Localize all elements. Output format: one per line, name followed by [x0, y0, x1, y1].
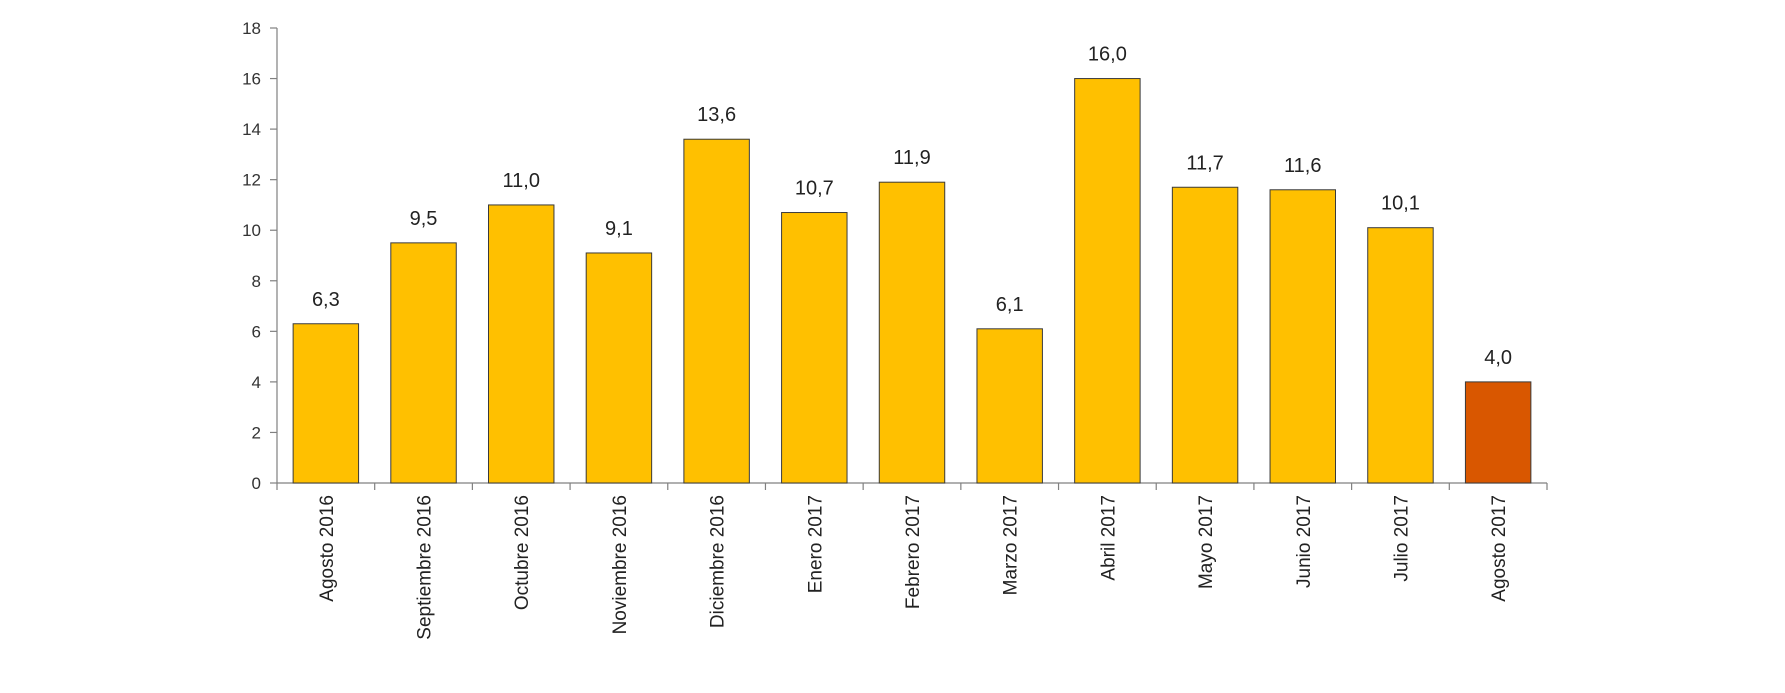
- data-label: 11,6: [1284, 155, 1321, 177]
- x-tick-label: Abril 2017: [1098, 495, 1119, 581]
- bar: [1074, 78, 1141, 484]
- x-tick-label: Julio 2017: [1391, 495, 1412, 582]
- value-labels: 6,3 9,5 11,0 9,1 13,6 10,7 11,9 6,1 16,0 11,7 11,6…: [312, 44, 1512, 369]
- y-tick-label: 18: [242, 19, 261, 38]
- bar: [976, 328, 1043, 484]
- y-tick-label: 8: [252, 272, 261, 291]
- bar: [1464, 381, 1532, 484]
- category-labels: Agosto 2016 Septiembre 2016 Octubre 2016 No…: [317, 495, 1510, 640]
- y-tick-label: 4: [252, 373, 261, 392]
- bar: [781, 212, 848, 484]
- x-tick-label: Marzo 2017: [1001, 495, 1022, 595]
- data-label: 6,3: [312, 289, 340, 311]
- bar: [878, 181, 946, 484]
- bar: [1171, 186, 1239, 484]
- data-label: 9,1: [605, 218, 633, 240]
- x-tick-label: Octubre 2016: [512, 495, 533, 610]
- bar: [1269, 189, 1336, 484]
- data-label: 6,1: [996, 294, 1024, 316]
- data-label: 13,6: [697, 104, 736, 126]
- data-label: 4,0: [1484, 347, 1512, 369]
- y-tick-label: 0: [252, 474, 261, 493]
- y-tick-label: 16: [242, 70, 261, 89]
- data-label: 11,9: [893, 147, 930, 169]
- x-tick-label: Mayo 2017: [1196, 495, 1217, 589]
- x-tick-label: Febrero 2017: [903, 495, 924, 609]
- x-tick-label: Agosto 2017: [1489, 495, 1510, 602]
- x-tick-label: Septiembre 2016: [415, 495, 436, 640]
- x-axis: [276, 482, 1548, 490]
- x-tick-label: Agosto 2016: [317, 495, 338, 602]
- y-tick-label: 12: [242, 171, 261, 190]
- bars: [292, 78, 1532, 484]
- x-tick-label: Junio 2017: [1294, 495, 1315, 588]
- bar: [1367, 227, 1434, 484]
- bar: [390, 242, 457, 484]
- x-tick-label: Diciembre 2016: [708, 495, 729, 628]
- data-label: 10,7: [795, 178, 834, 200]
- y-tick-label: 10: [242, 221, 261, 240]
- data-label: 16,0: [1088, 44, 1127, 66]
- data-label: 10,1: [1381, 193, 1420, 215]
- x-tick-label: Noviembre 2016: [610, 495, 631, 634]
- bar: [488, 204, 555, 484]
- data-label: 11,7: [1186, 152, 1223, 174]
- bar: [683, 138, 750, 484]
- y-axis: 0 2 4 6 8 10 12 14 16 18: [242, 19, 278, 493]
- y-tick-label: 2: [252, 423, 261, 442]
- bar: [292, 323, 360, 484]
- data-label: 9,5: [410, 208, 438, 230]
- data-label: 11,0: [503, 170, 540, 192]
- bar: [585, 252, 653, 484]
- y-tick-label: 14: [242, 120, 261, 139]
- x-tick-label: Enero 2017: [805, 495, 826, 593]
- y-tick-label: 6: [252, 322, 261, 341]
